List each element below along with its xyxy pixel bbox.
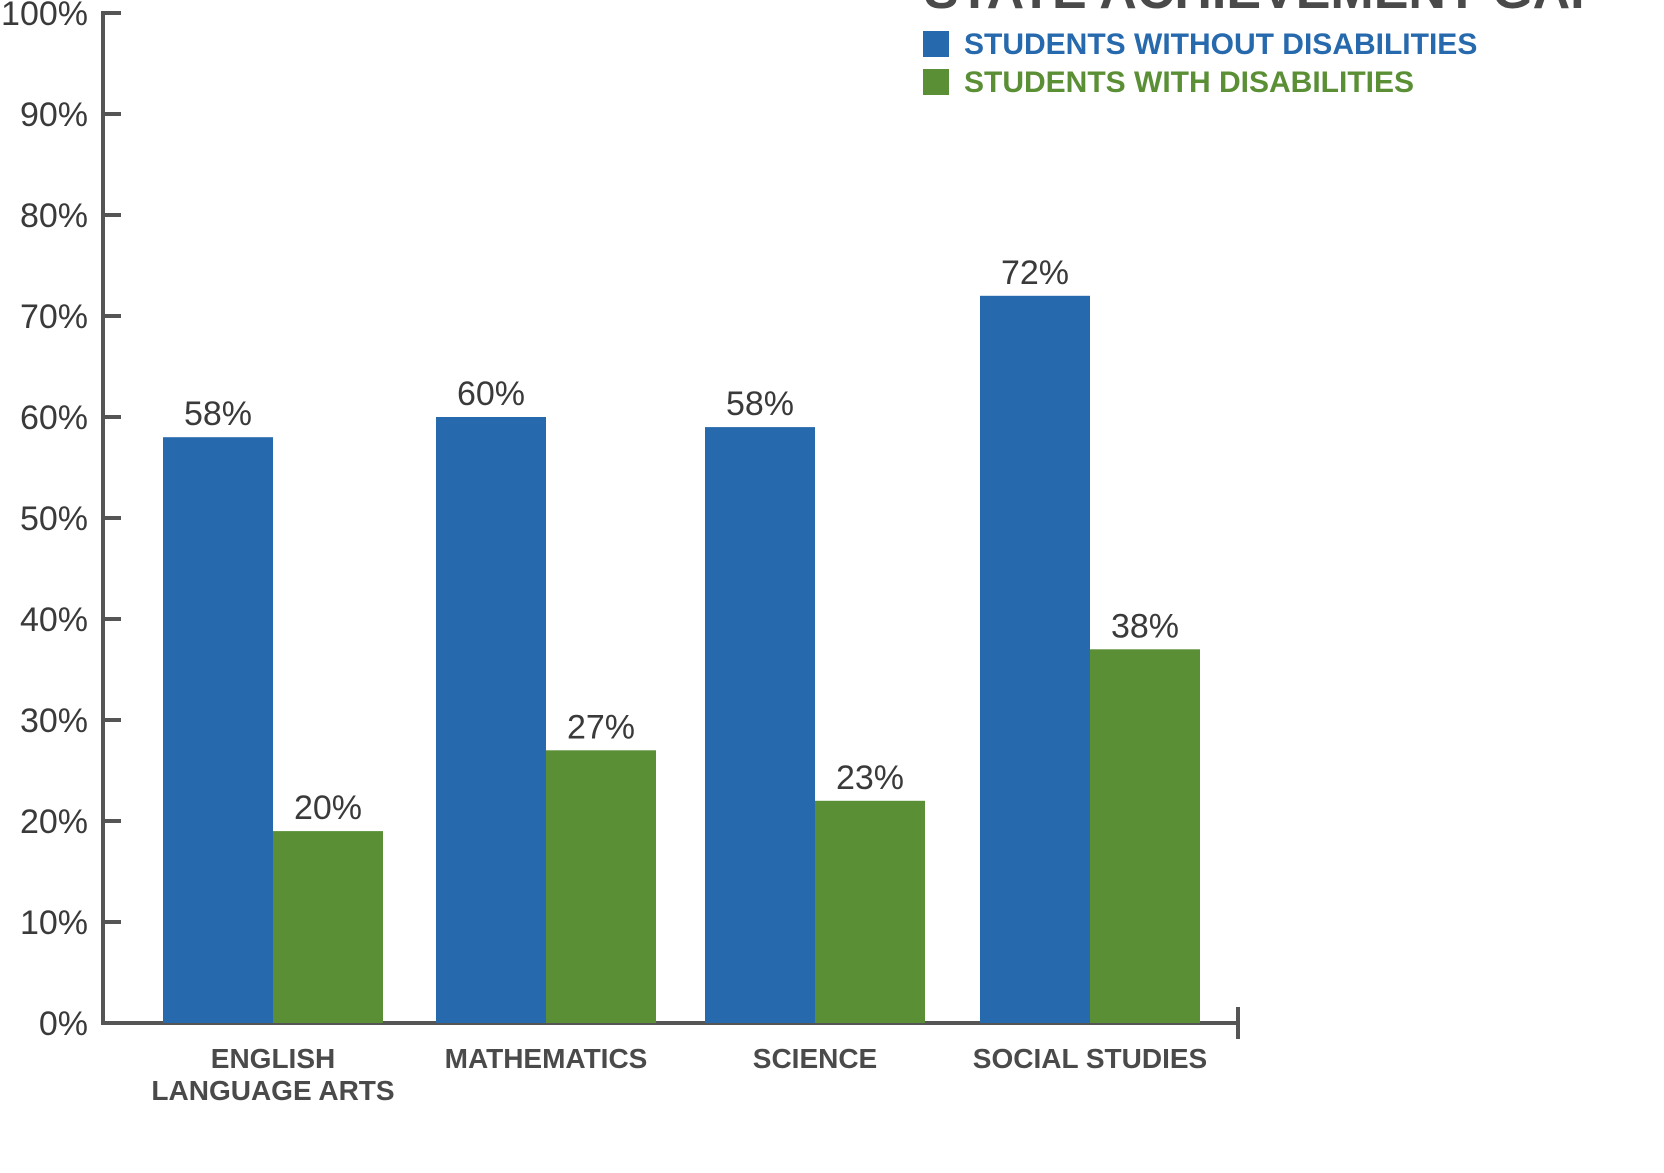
y-tick-label: 20% bbox=[20, 803, 88, 841]
legend-swatch bbox=[923, 69, 949, 95]
bar-value-label: 58% bbox=[726, 385, 794, 423]
y-tick-label: 90% bbox=[20, 96, 88, 134]
bar bbox=[1090, 649, 1200, 1023]
y-tick-label: 100% bbox=[1, 0, 88, 33]
bar-series: 58% 60% 58% 72% 20% 27% 23% 38% bbox=[163, 254, 1200, 1024]
legend-swatch bbox=[923, 31, 949, 57]
series-without-disabilities: 58% 60% 58% 72% bbox=[163, 254, 1090, 1024]
y-tick-label: 60% bbox=[20, 399, 88, 437]
bar bbox=[273, 831, 383, 1023]
bar-value-label: 72% bbox=[1001, 254, 1069, 292]
bar-value-label: 38% bbox=[1111, 607, 1179, 645]
bar-value-label: 20% bbox=[294, 789, 362, 827]
bar bbox=[436, 417, 546, 1023]
y-tick-label: 40% bbox=[20, 601, 88, 639]
y-tick-label: 50% bbox=[20, 500, 88, 538]
bar bbox=[163, 437, 273, 1023]
bar bbox=[815, 800, 925, 1023]
bar-value-label: 60% bbox=[457, 375, 525, 413]
y-tick-label: 80% bbox=[20, 197, 88, 235]
category-label: MATHEMATICS bbox=[445, 1043, 648, 1074]
y-axis-ticks: 0% 10% 20% 30% 40% 50% 60% 70% 80% 90% 100% bbox=[1, 0, 121, 1043]
chart-title: STATE ACHIEVEMENT GAP bbox=[924, 0, 1605, 20]
category-label: LANGUAGE ARTS bbox=[151, 1075, 394, 1106]
bar-value-label: 23% bbox=[836, 759, 904, 797]
legend-label: STUDENTS WITH DISABILITIES bbox=[964, 66, 1414, 99]
category-label: SCIENCE bbox=[753, 1043, 877, 1074]
bar-value-label: 58% bbox=[184, 395, 252, 433]
series-with-disabilities: 20% 27% 23% 38% bbox=[273, 607, 1200, 1023]
y-tick-label: 30% bbox=[20, 702, 88, 740]
bar bbox=[705, 427, 815, 1024]
bar bbox=[546, 750, 656, 1023]
y-tick-label: 10% bbox=[20, 904, 88, 942]
category-label: SOCIAL STUDIES bbox=[973, 1043, 1207, 1074]
bar bbox=[980, 295, 1090, 1023]
y-tick-label: 70% bbox=[20, 298, 88, 336]
chart-legend: STUDENTS WITHOUT DISABILITIES STUDENTS WI… bbox=[923, 28, 1477, 99]
legend-label: STUDENTS WITHOUT DISABILITIES bbox=[964, 28, 1477, 61]
y-tick-label: 0% bbox=[39, 1005, 88, 1043]
bar-value-label: 27% bbox=[567, 708, 635, 746]
category-label: ENGLISH bbox=[211, 1043, 335, 1074]
